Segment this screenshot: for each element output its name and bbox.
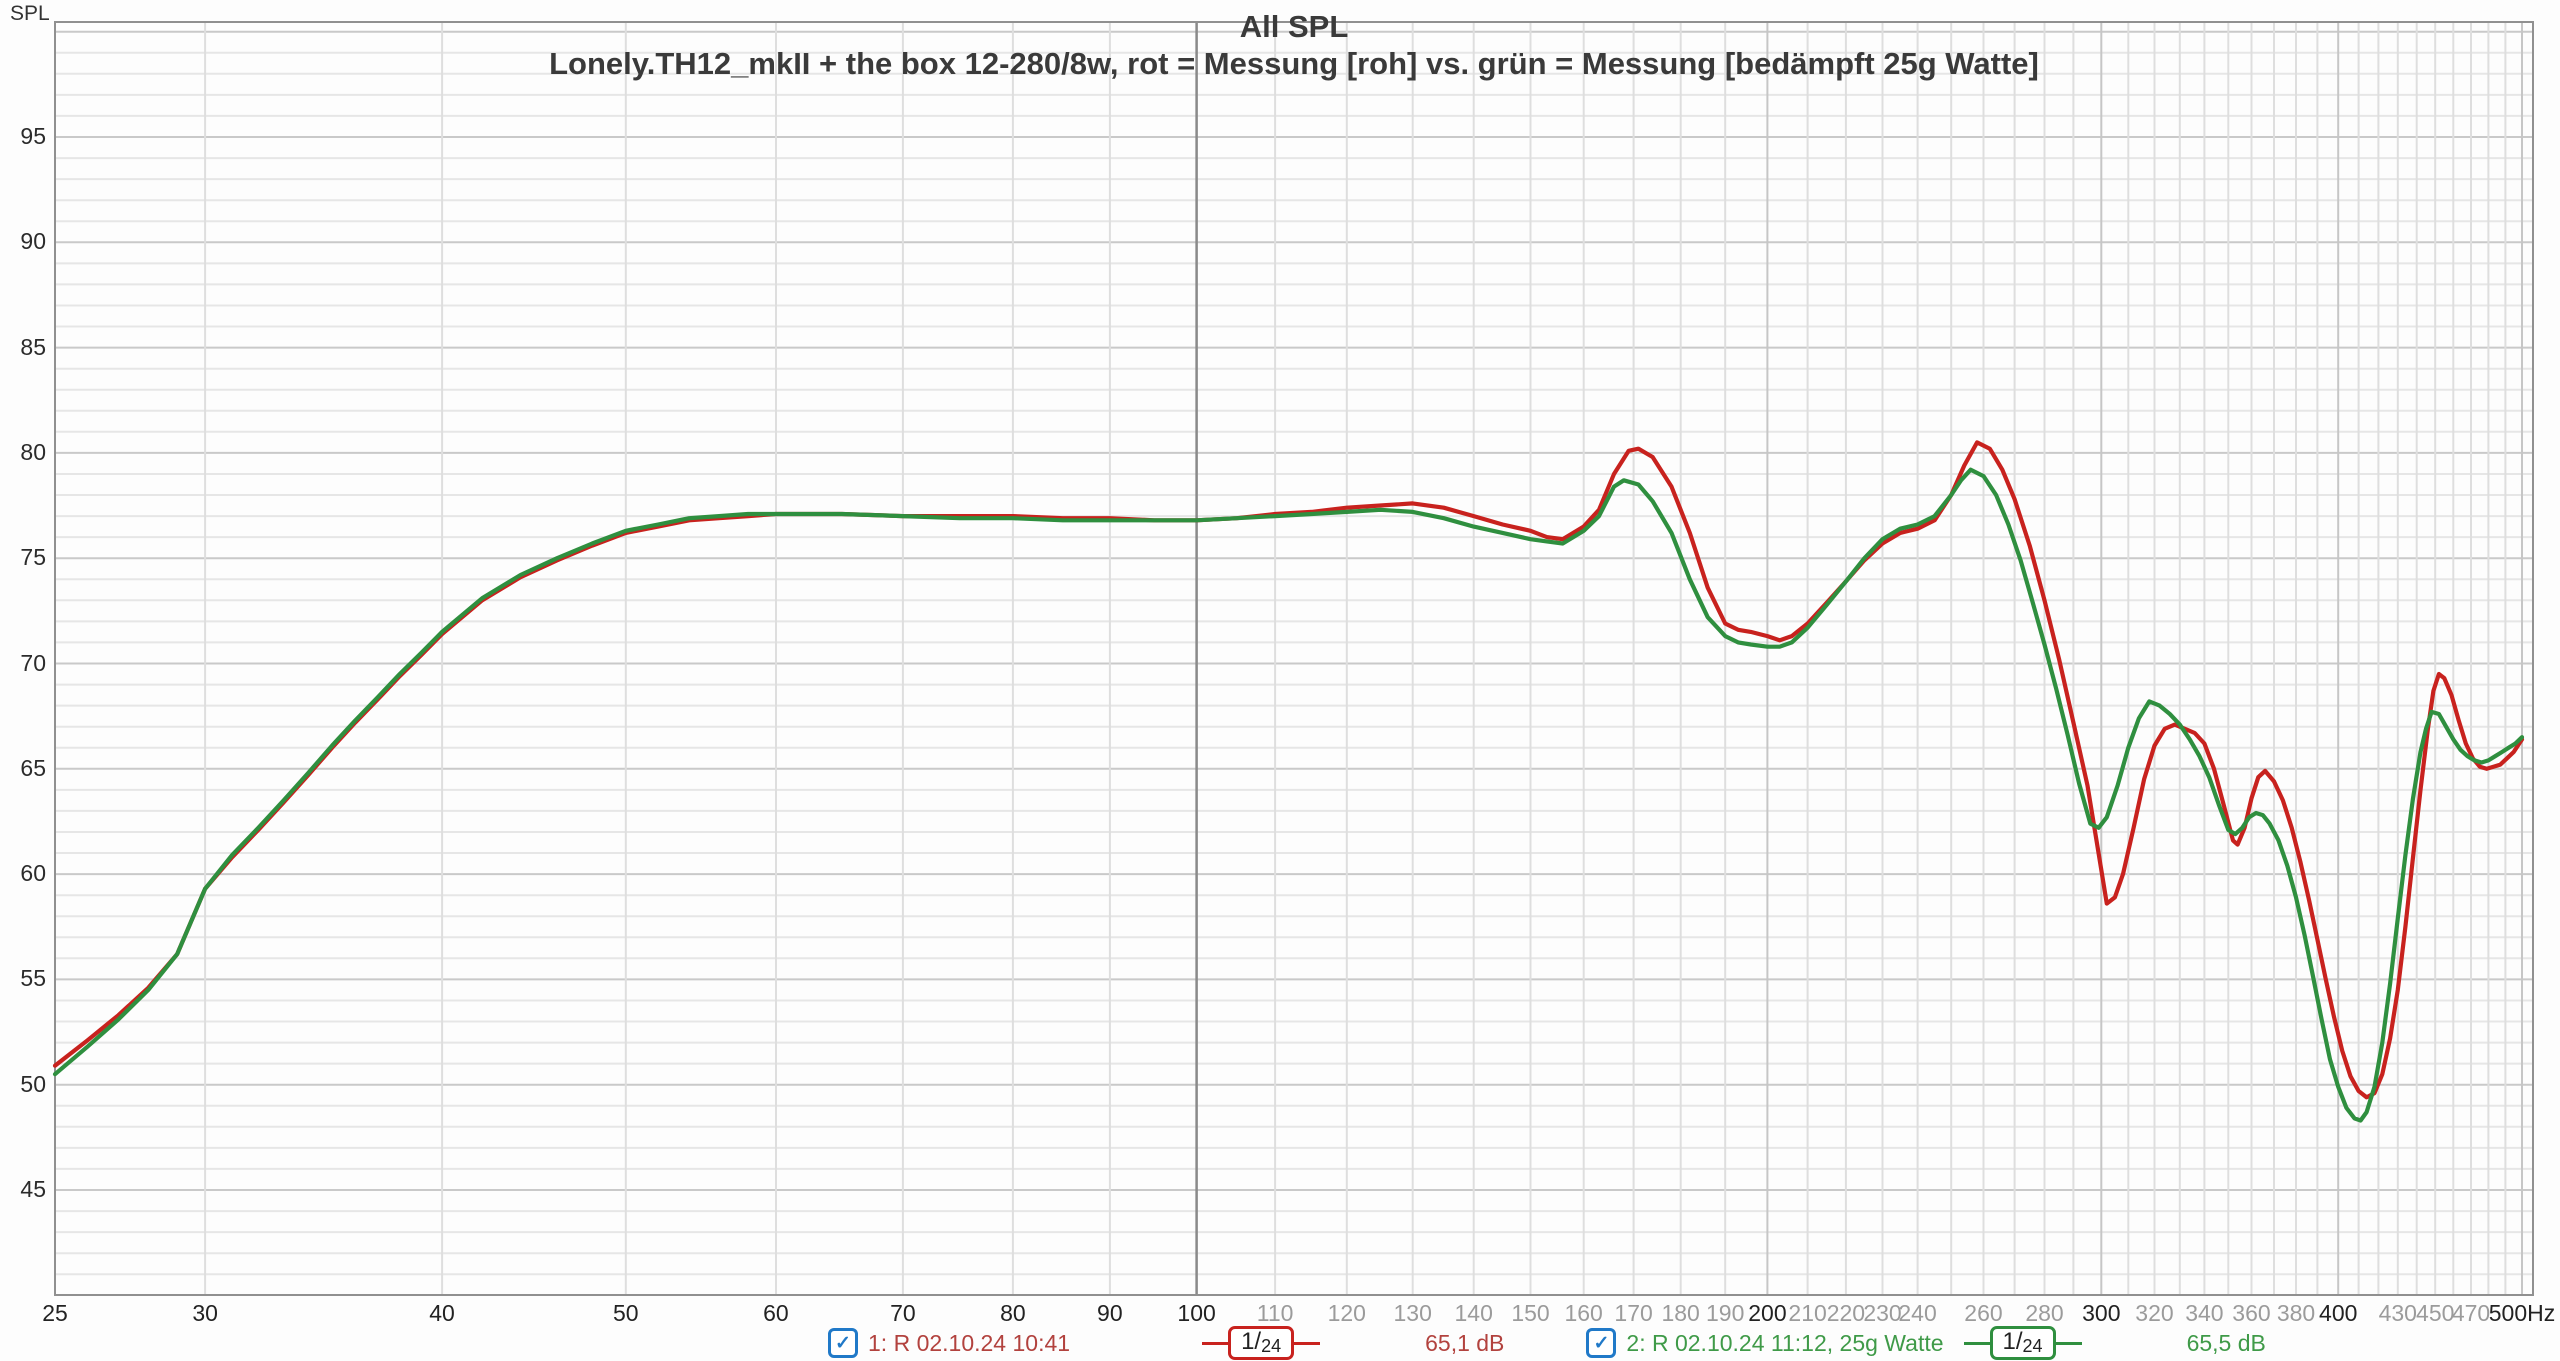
x-tick-label: 430 (2378, 1300, 2417, 1326)
x-tick-label: 30 (192, 1300, 218, 1326)
x-tick-label: 240 (1898, 1300, 1937, 1326)
smoothing-line-stub (1294, 1341, 1321, 1345)
y-tick-label: 50 (20, 1070, 46, 1097)
measurement-legend: ✓ 1: R 02.10.24 10:41 1/ 24 65,1 dB ✓ 2:… (828, 1326, 2266, 1360)
measurement-1-checkbox[interactable]: ✓ (828, 1328, 858, 1358)
x-tick-label: 140 (1454, 1300, 1493, 1326)
x-tick-label: 210 (1788, 1300, 1827, 1326)
measurement-2-smoothing-control: 1/ 24 (1963, 1326, 2082, 1360)
smoothing-denominator: 24 (1261, 1336, 1282, 1356)
y-tick-label: 80 (20, 438, 46, 465)
y-tick-label: 60 (20, 860, 46, 887)
smoothing-line-stub (2055, 1341, 2082, 1345)
green-measurement-curve (52, 467, 2525, 1123)
x-tick-label: 60 (763, 1300, 789, 1326)
checkbox-check-icon: ✓ (1593, 1332, 1610, 1354)
y-tick-label: 90 (20, 228, 46, 255)
measurement-2-cursor-value: 65,5 dB (2186, 1329, 2266, 1356)
smoothing-line-stub (1202, 1341, 1229, 1345)
x-tick-label: 150 (1511, 1300, 1550, 1326)
measurement-1-smoothing-control: 1/ 24 (1202, 1326, 1321, 1360)
x-tick-label: 320 (2135, 1300, 2174, 1326)
x-tick-label: 470 (2451, 1300, 2491, 1326)
y-tick-label: 85 (20, 333, 46, 360)
x-tick-label: 260 (1964, 1300, 2003, 1326)
measurement-1-cursor-value: 65,1 dB (1425, 1329, 1505, 1356)
y-tick-label: 45 (20, 1176, 46, 1202)
x-tick-label: 500Hz (2488, 1300, 2556, 1326)
x-tick-label: 130 (1393, 1300, 1432, 1326)
y-tick-label: 70 (20, 649, 46, 676)
x-tick-label: 100 (1177, 1300, 1216, 1326)
y-tick-label: 65 (20, 754, 46, 781)
x-tick-label: 300 (2082, 1300, 2121, 1326)
x-tick-label: 170 (1614, 1300, 1653, 1326)
x-tick-label: 40 (429, 1300, 455, 1326)
x-tick-label: 160 (1564, 1300, 1603, 1326)
x-tick-label: 180 (1661, 1300, 1700, 1326)
x-tick-label: 380 (2276, 1300, 2316, 1326)
x-tick-label: 400 (2319, 1300, 2358, 1326)
x-tick-label: 190 (1706, 1300, 1745, 1326)
measurement-2-label[interactable]: 2: R 02.10.24 11:12, 25g Watte (1626, 1329, 1944, 1356)
x-tick-label: 25 (42, 1300, 68, 1326)
measurement-2-checkbox[interactable]: ✓ (1586, 1328, 1617, 1358)
x-tick-label: 90 (1097, 1300, 1123, 1326)
x-tick-label: 340 (2185, 1300, 2224, 1326)
x-tick-label: 220 (1826, 1300, 1866, 1326)
smoothing-numerator: 1/ (1241, 1328, 1262, 1355)
x-tick-label: 360 (2232, 1300, 2271, 1326)
y-tick-label: 95 (20, 123, 46, 149)
x-tick-label: 50 (613, 1300, 639, 1326)
y-tick-label: 55 (20, 965, 46, 992)
smoothing-line-stub (1963, 1341, 1990, 1345)
smoothing-numerator: 1/ (2002, 1328, 2023, 1355)
y-tick-label: 75 (20, 544, 46, 571)
smoothing-denominator: 24 (2022, 1336, 2043, 1356)
y-axis-corner-label: SPL (10, 2, 50, 25)
smoothing-box: 1/ 24 (1228, 1326, 1295, 1360)
x-tick-label: 450 (2416, 1300, 2455, 1326)
x-tick-label: 120 (1327, 1300, 1366, 1326)
red-measurement-curve (52, 440, 2525, 1100)
x-tick-label: 80 (1000, 1300, 1026, 1326)
checkbox-check-icon: ✓ (835, 1332, 851, 1354)
plot-border (54, 21, 2534, 1296)
x-tick-label: 110 (1256, 1300, 1294, 1326)
measurement-1-label[interactable]: 1: R 02.10.24 10:41 (868, 1329, 1071, 1356)
x-tick-label: 230 (1863, 1300, 1902, 1326)
smoothing-box: 1/ 24 (1989, 1326, 2056, 1360)
x-tick-label: 70 (890, 1300, 916, 1326)
x-tick-label: 200 (1748, 1300, 1787, 1326)
x-tick-label: 280 (2025, 1300, 2064, 1326)
